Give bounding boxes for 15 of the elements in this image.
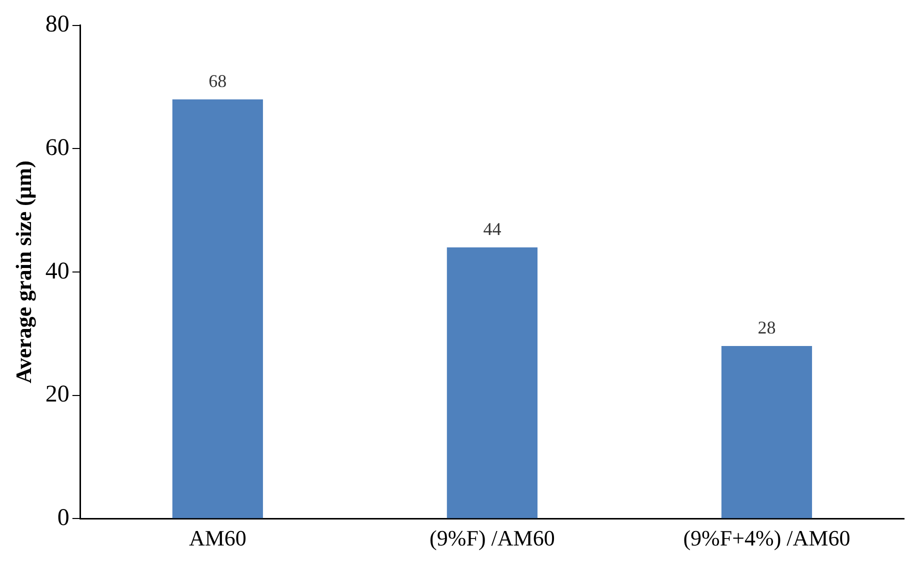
- x-tick-label: AM60: [188, 526, 246, 551]
- bar: [721, 346, 812, 518]
- y-tick-label: 60: [45, 134, 70, 161]
- y-axis-title: Average grain size (μm): [10, 160, 36, 384]
- bar: [446, 247, 538, 518]
- x-tick-label: (9%F) /AM60: [430, 526, 555, 551]
- data-label: 68: [208, 71, 227, 92]
- x-tick-label: (9%F+4%) /AM60: [683, 526, 850, 551]
- data-label: 28: [758, 318, 776, 338]
- y-tick-label: 20: [45, 382, 70, 408]
- data-label: 44: [483, 219, 502, 240]
- y-tick-label: 0: [57, 504, 70, 531]
- y-tick-label: 40: [45, 258, 70, 284]
- y-tick-label: 80: [45, 12, 70, 38]
- bar: [172, 99, 263, 518]
